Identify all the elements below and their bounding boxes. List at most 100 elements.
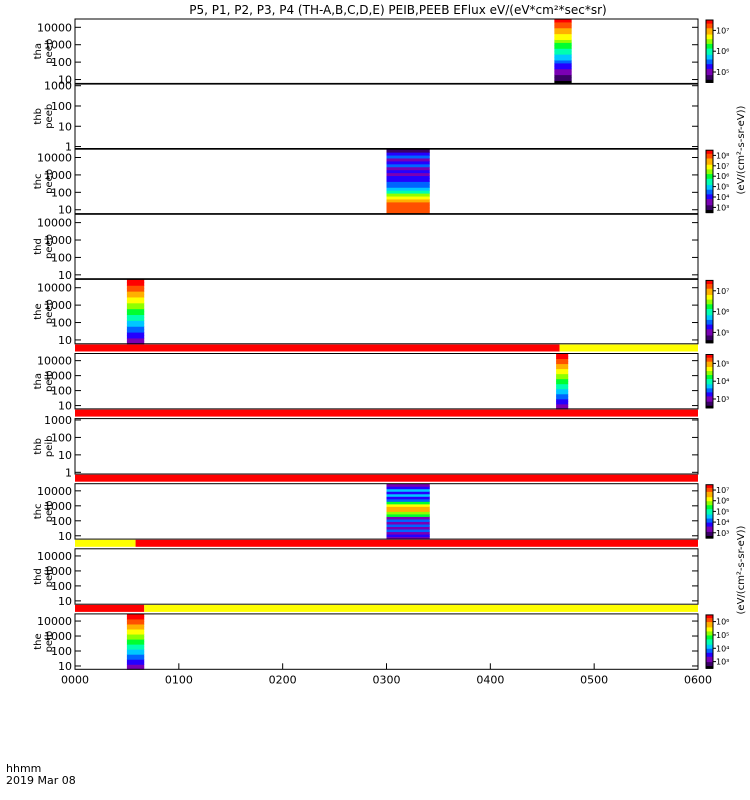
spectrogram-cell [386, 503, 430, 507]
colorbar-cell [706, 365, 713, 368]
colorbar-cell [706, 170, 713, 173]
spectrogram-cell [556, 366, 569, 370]
spectrogram-cell [126, 329, 145, 333]
spectrogram-cell [126, 323, 145, 327]
colorbar-cell [706, 528, 713, 531]
status-bar-segment [75, 409, 698, 417]
colorbar-cell [706, 637, 713, 640]
colorbar-cell [706, 59, 713, 62]
status-bar-segment [135, 539, 698, 547]
colorbar-cell [706, 35, 713, 38]
colorbar-cell [706, 516, 713, 519]
y-tick-label: 100 [51, 186, 72, 199]
x-tick-label: 0500 [580, 673, 608, 686]
y-tick-label: 1000 [44, 169, 72, 182]
spectrogram-cell [554, 74, 572, 79]
colorbar-cell [706, 510, 713, 512]
colorbar-cell [706, 319, 713, 322]
spectrogram-cell [386, 152, 430, 156]
spectrogram-cell [554, 48, 572, 52]
spectrogram-cell [554, 36, 572, 40]
colorbar-cell [706, 492, 713, 495]
colorbar-cell [706, 197, 713, 200]
colorbar-cell [706, 354, 713, 357]
spectrogram-cell [386, 534, 430, 538]
colorbar-cell [706, 658, 713, 661]
panel-the_peeb: 10 100 1000 10000 thepeeb 10⁵ 10⁶ 10⁷ [33, 278, 729, 347]
colorbar-cell [706, 628, 713, 631]
panel-frame [74, 83, 699, 149]
colorbar-cell [706, 373, 713, 376]
colorbar-cell [706, 29, 713, 32]
colorbar-cell [706, 150, 713, 153]
spectrogram-cell [386, 486, 430, 490]
colorbar-cell [706, 405, 713, 408]
colorbar-cell [706, 641, 713, 644]
status-bar-segment [75, 344, 560, 352]
colorbar-cell [706, 363, 713, 366]
colorbar-cell [706, 656, 713, 659]
colorbar-cell [706, 397, 713, 400]
y-tick-label: 10000 [37, 485, 72, 498]
spectrogram-cell [386, 184, 430, 188]
x-tick-label: 0200 [269, 673, 297, 686]
colorbar-tick-label: 10⁶ [716, 47, 729, 56]
spectrogram-cell [126, 299, 145, 304]
colorbar-cell [706, 211, 713, 214]
colorbar-cell [706, 154, 713, 157]
colorbar-cell [706, 195, 713, 198]
status-bar-segment [559, 344, 698, 352]
spectrogram-cell [386, 149, 430, 153]
colorbar-cell [706, 488, 713, 491]
colorbar-cell [706, 198, 713, 201]
panel-ylabel: thepeeb [33, 299, 55, 324]
colorbar-cell [706, 369, 713, 372]
colorbar-cell [706, 38, 713, 41]
spectrogram-cell [556, 353, 569, 357]
spectrogram-cell [386, 506, 430, 510]
spectrogram-cell [554, 24, 572, 29]
colorbar-cell [706, 316, 713, 319]
colorbar-cell [706, 41, 713, 44]
panel-frame [74, 613, 699, 670]
x-tick-label: 0100 [165, 673, 193, 686]
spectrogram-cell [386, 518, 430, 522]
spectrogram-cell [556, 356, 569, 360]
spectrogram-cell [386, 181, 430, 185]
colorbar-cell [706, 381, 713, 384]
colorbar-cell [706, 37, 713, 40]
colorbar-cell [706, 32, 713, 35]
colorbar-cell [706, 652, 713, 655]
spectrogram-cell [386, 513, 430, 517]
spectrogram-cell [386, 526, 430, 530]
colorbar-cell [706, 366, 713, 369]
colorbar-cell [706, 172, 713, 175]
colorbar-cell [706, 484, 713, 487]
y-tick-label: 10 [58, 400, 72, 413]
colorbar-tick-label: 10⁷ [716, 26, 729, 35]
colorbar-cell [706, 48, 713, 51]
spectrogram-cell [554, 39, 572, 43]
spectrogram-cell [126, 288, 145, 292]
panel-thb_peib: 1 10 100 1000 thbpeib [33, 409, 699, 479]
colorbar-cell [706, 313, 713, 316]
spectrogram-cell [554, 65, 572, 70]
spectrogram-cell [554, 71, 572, 76]
spectrogram-cell [386, 521, 430, 525]
panel-ylabel: thapeib [33, 370, 55, 392]
colorbar-cell [706, 393, 713, 396]
spectrogram-cell [386, 493, 430, 497]
spectrogram-cell [554, 57, 572, 61]
colorbar-tick-label: 10³ [716, 529, 729, 538]
colorbar-cell [706, 379, 713, 382]
colorbar-cell [706, 299, 713, 302]
colorbar-cell [706, 494, 713, 496]
colorbar-cell [706, 339, 713, 342]
colorbar-cell [706, 661, 713, 664]
colorbar-cell [706, 626, 713, 629]
colorbar-cell [706, 189, 713, 192]
status-bar-segment [144, 604, 698, 612]
spectrogram-cell [386, 529, 430, 533]
colorbar-cell [706, 30, 713, 33]
